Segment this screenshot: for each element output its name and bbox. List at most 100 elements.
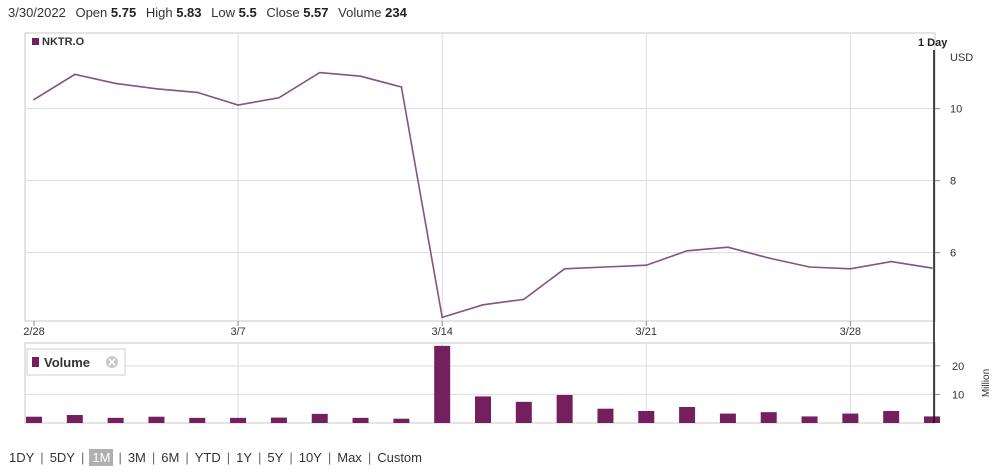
volume-bar [393,418,410,423]
price-panel: 6 8 10 2/28 3/7 3/14 3/21 3/28 NKTR.O 1 Day US… [23,32,973,338]
price-point [441,316,443,319]
price-x-ticks: 2/28 3/7 3/14 3/21 3/28 [23,321,861,338]
volume-bar [638,411,655,423]
volume-grid [25,343,935,423]
volume-legend-label: Volume [44,355,90,370]
range-option-1m[interactable]: 1M [89,449,114,466]
price-point [604,266,607,268]
range-selector: 1DY | 5DY | 1M | 3M | 6M | YTD | 1Y | 5Y | 10Y | Max | Custo… [8,449,423,466]
range-separator: | [118,450,122,465]
range-separator: | [289,450,293,465]
price-point [400,86,403,88]
low-label: Low [211,5,236,20]
range-separator: | [80,450,85,465]
quote-date: 3/30/2022 [8,5,66,20]
price-point [849,268,852,270]
volume-bar [148,416,165,423]
low-value: 5.5 [238,5,257,20]
volume-bar [311,413,328,423]
range-option-10y[interactable]: 10Y [298,450,322,465]
volume-y-tick-label: 10 [952,389,964,401]
range-option-5dy[interactable]: 5DY [49,450,75,465]
range-option-ytd[interactable]: YTD [194,450,221,465]
price-points [33,71,933,319]
volume-legend-close-icon[interactable] [106,356,118,368]
price-x-tick-label: 3/21 [636,326,657,338]
volume-y-ticks: 10 20 [935,361,964,401]
price-point [237,104,239,106]
volume-bar [924,416,940,423]
price-y-tick-label: 6 [950,248,956,260]
price-x-tick-label: 3/14 [431,326,452,338]
volume-bar [270,417,287,423]
price-legend-label: NKTR.O [42,36,85,48]
volume-bar [556,395,573,423]
price-y-tick-label: 8 [950,176,956,188]
price-legend-swatch [32,38,39,45]
high-label: High [145,5,173,20]
range-separator: | [151,450,156,465]
range-option-6m[interactable]: 6M [161,450,180,465]
volume-y-tick-label: 20 [952,361,964,373]
price-point [74,73,76,76]
volume-bar [189,417,206,423]
volume-label: Volume [338,5,382,20]
volume-legend-swatch [32,357,39,367]
volume-bar [801,416,818,423]
volume-bar [475,396,491,423]
price-grid [25,33,935,321]
price-point [318,71,321,74]
range-option-1y[interactable]: 1Y [236,450,253,465]
price-y-ticks: 6 8 10 [935,104,962,260]
volume-bar [760,412,777,423]
volume-bar [515,401,532,423]
price-point [523,298,525,301]
range-separator: | [40,450,44,465]
volume-unit-label: Million [981,369,992,397]
range-separator: | [367,450,372,465]
price-point [767,257,770,259]
range-separator: | [258,450,262,465]
volume-bars [26,345,940,423]
volume-bar [679,407,696,423]
volume-bar [230,417,247,423]
range-separator: | [185,450,189,465]
volume-bar [352,417,369,423]
volume-legend[interactable]: Volume [26,348,126,376]
price-point [114,82,117,85]
volume-bar [883,411,900,423]
price-point [686,250,688,252]
price-unit-label: USD [950,52,973,64]
price-point [482,304,484,306]
range-option-3m[interactable]: 3M [127,450,146,465]
close-value: 5.57 [303,5,329,20]
volume-bar [597,408,614,423]
volume-panel: 10 20 Million Volume [24,342,992,424]
volume-bar [434,345,451,423]
quote-info-bar: 3/30/2022 Open 5.75 High 5.83 Low 5.5 Cl… [8,5,407,20]
range-separator: | [226,450,231,465]
price-x-tick-label: 3/28 [840,326,861,338]
stock-chart[interactable]: 6 8 10 2/28 3/7 3/14 3/21 3/28 NKTR.O 1 Day US… [0,0,1001,445]
price-x-tick-label: 2/28 [23,326,44,338]
range-option-max[interactable]: Max [337,450,362,465]
high-value: 5.83 [176,5,202,20]
volume-bar [66,415,83,423]
price-point [278,97,280,99]
range-option-1dy[interactable]: 1DY [9,450,35,465]
price-point [155,88,158,90]
volume-bar [26,416,42,423]
range-option-custom[interactable]: Custom [377,450,422,465]
price-x-tick-label: 3/7 [230,326,245,338]
volume-bar [842,413,859,423]
range-separator: | [327,450,332,465]
open-value: 5.75 [110,5,137,20]
volume-bar [719,413,736,423]
price-point [890,260,892,263]
price-point [33,98,35,101]
price-y-tick-label: 10 [950,104,962,116]
price-point [645,264,648,267]
range-option-5y[interactable]: 5Y [267,450,284,465]
volume-bar [107,417,124,423]
price-point [359,75,362,77]
